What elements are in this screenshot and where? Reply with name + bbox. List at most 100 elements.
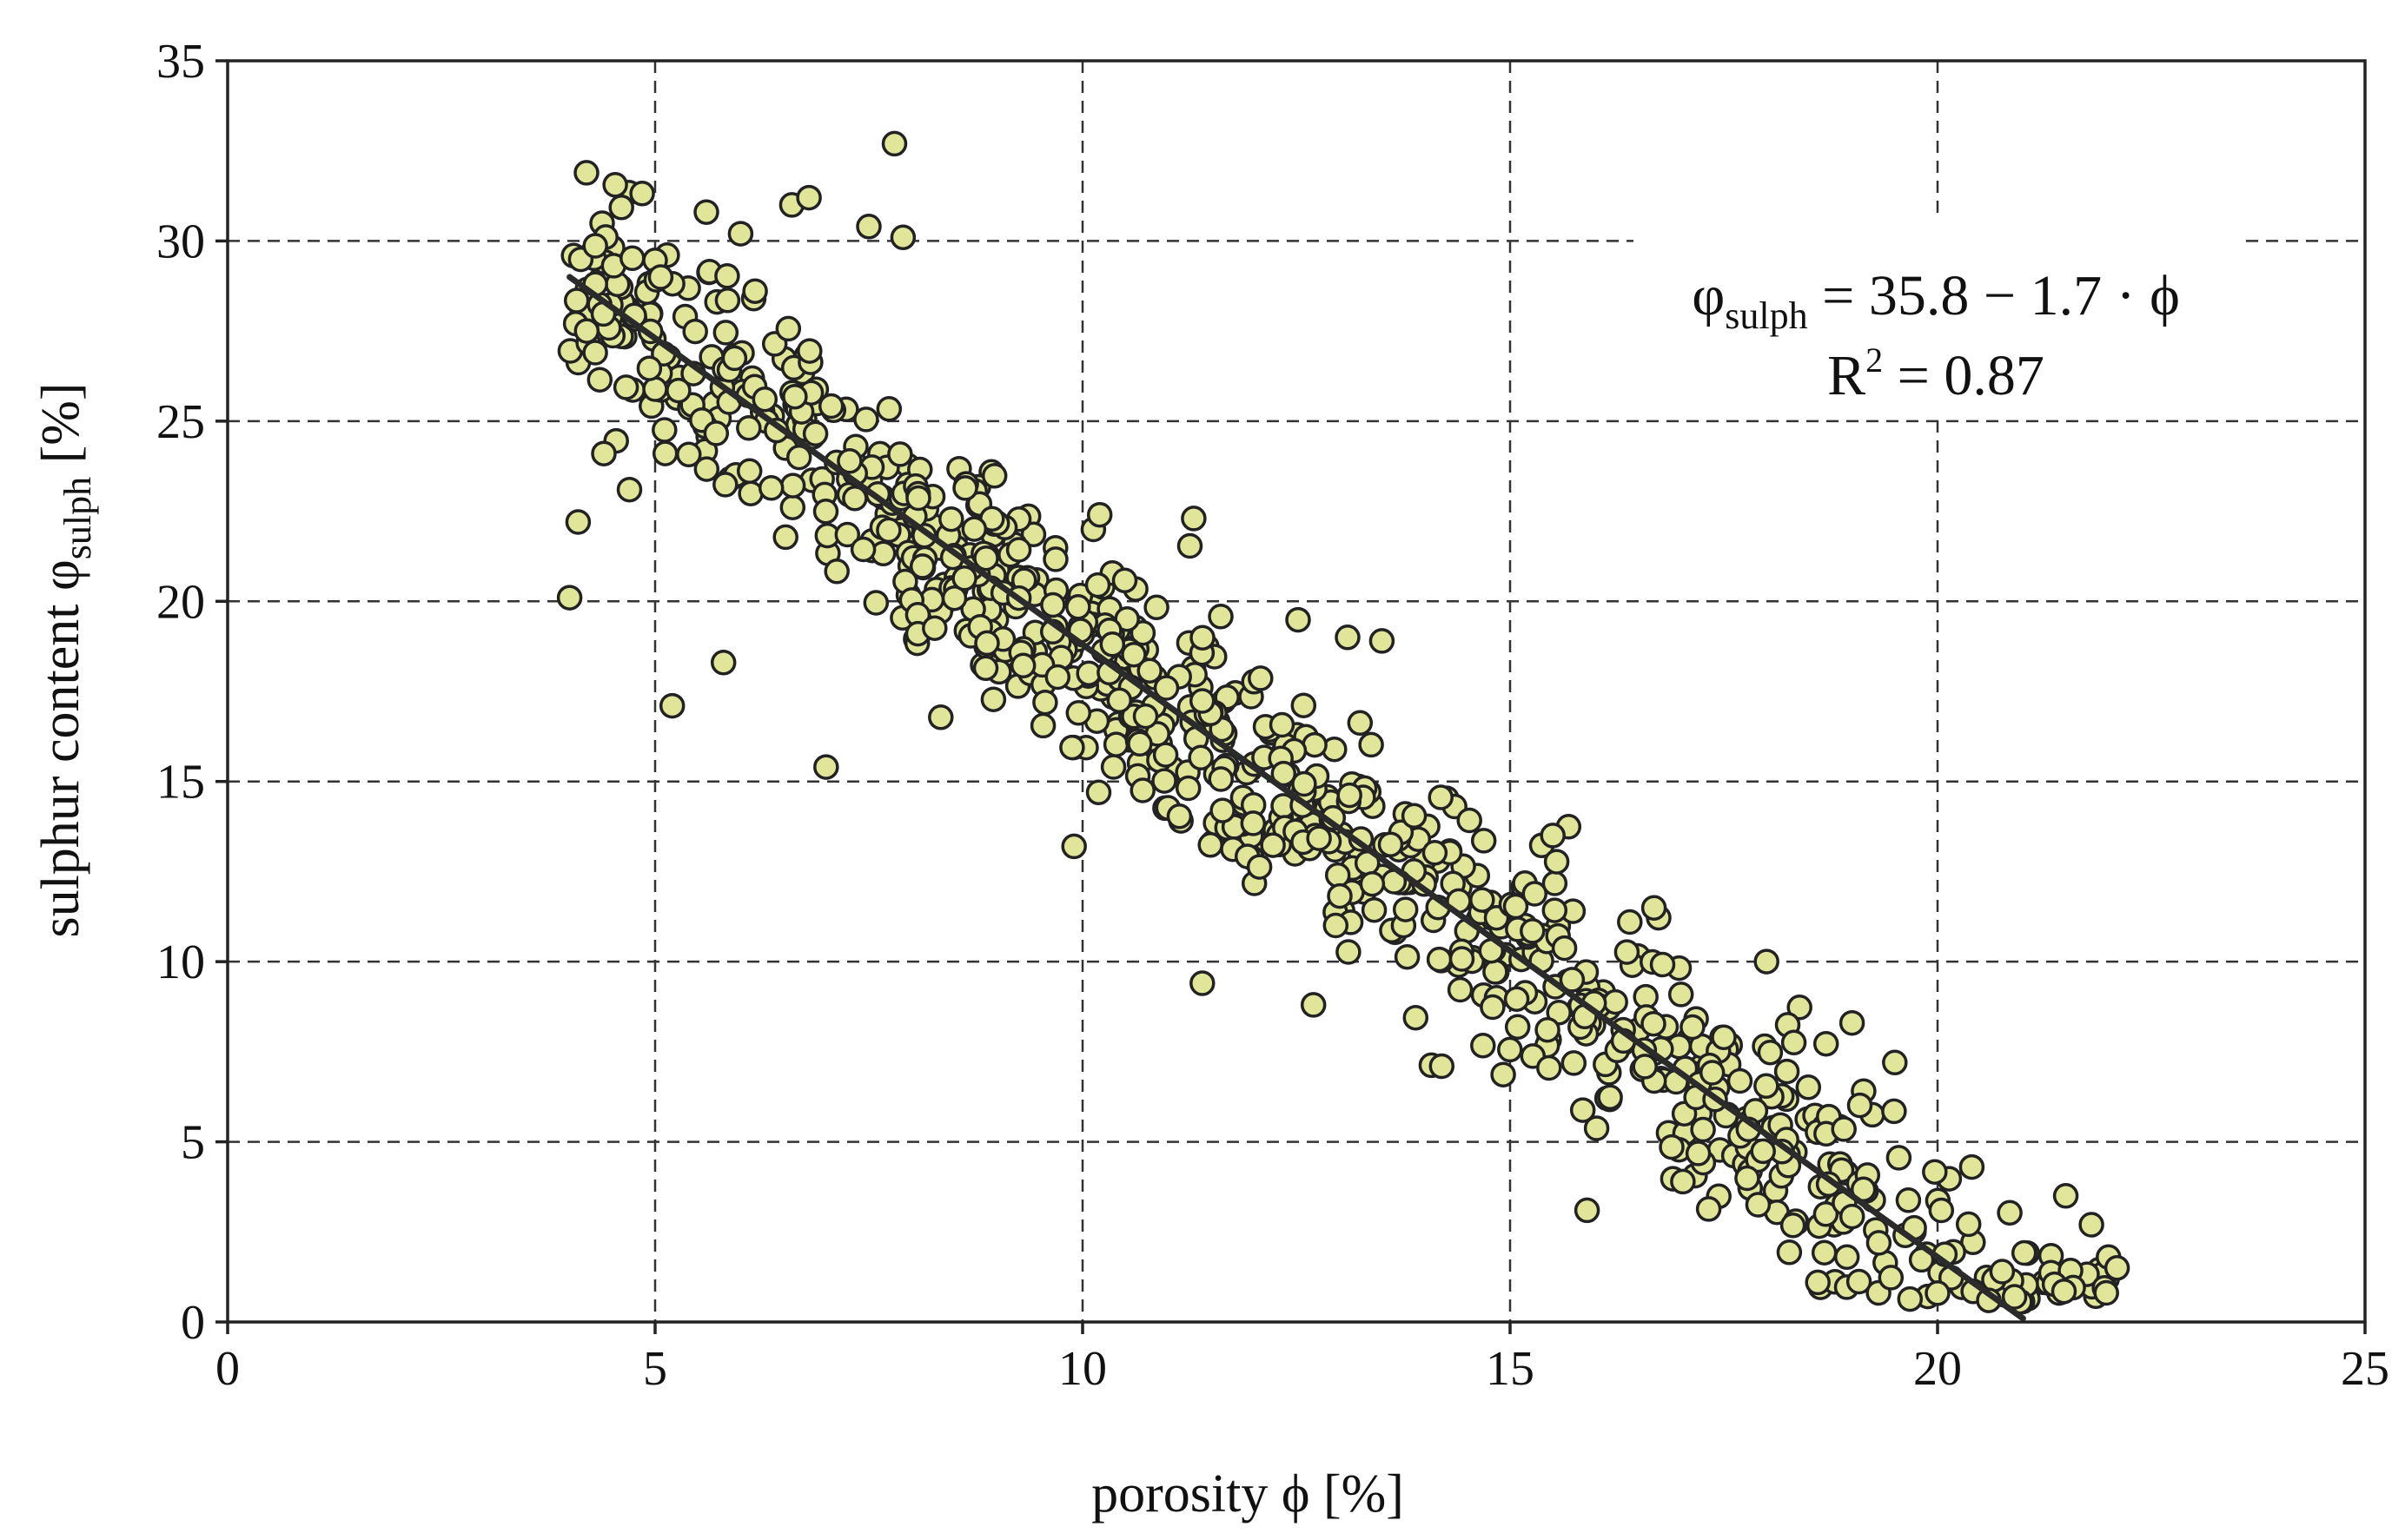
data-point-927 [1839, 1009, 1865, 1036]
data-point-821 [1559, 967, 1586, 993]
r-squared: R2 = 0.87 [1827, 340, 2044, 407]
data-point-887 [1955, 1211, 1982, 1238]
data-point-192 [647, 264, 674, 290]
data-point-19 [608, 195, 634, 221]
data-point-839 [1845, 1268, 1872, 1295]
data-point-822 [1632, 1054, 1658, 1080]
data-point-921 [1368, 628, 1395, 654]
data-point-939 [2104, 1255, 2130, 1281]
data-point-420 [1106, 687, 1133, 714]
data-point-190 [850, 536, 877, 563]
data-point-861 [1897, 1286, 1924, 1312]
data-point-937 [2078, 1212, 2104, 1238]
data-point-140 [666, 377, 692, 404]
data-point-183 [619, 245, 646, 272]
data-point-448 [1127, 730, 1153, 757]
data-point-565 [1260, 832, 1286, 858]
data-point-816 [1780, 1029, 1807, 1056]
data-point-905 [616, 476, 643, 503]
data-point-111 [887, 441, 913, 467]
x-tick-label-25: 25 [2341, 1342, 2389, 1396]
data-point-920 [1335, 625, 1361, 651]
data-point-590 [1480, 994, 1506, 1021]
data-point-610 [1324, 862, 1351, 889]
data-point-189 [573, 160, 600, 186]
data-point-566 [1470, 828, 1497, 854]
data-point-884 [2093, 1279, 2119, 1306]
data-point-368 [1152, 742, 1179, 768]
data-point-497 [1447, 976, 1474, 1003]
data-point-577 [1401, 803, 1428, 829]
data-point-425 [1209, 797, 1236, 823]
data-point-415 [909, 553, 936, 579]
data-point-435 [1032, 689, 1058, 716]
data-point-620 [1470, 1033, 1496, 1059]
data-point-105 [824, 558, 850, 585]
data-point-389 [1111, 567, 1138, 594]
data-point-460 [1189, 688, 1216, 714]
data-point-138 [818, 393, 845, 420]
data-point-814 [1504, 1014, 1531, 1041]
x-tick-label-20: 20 [1913, 1342, 1962, 1396]
data-point-912 [890, 224, 917, 251]
data-point-703 [1833, 1244, 1860, 1271]
data-point-933 [1958, 1153, 1985, 1180]
data-point-170 [853, 406, 879, 433]
data-point-457 [1099, 631, 1126, 658]
data-point-439 [1188, 744, 1214, 771]
data-point-163 [703, 420, 730, 446]
data-point-467 [1044, 664, 1071, 691]
data-point-789 [1649, 951, 1676, 978]
data-point-793 [1569, 1097, 1596, 1123]
data-point-805 [1640, 1010, 1666, 1037]
data-point-718 [1541, 897, 1568, 923]
data-point-444 [951, 565, 977, 592]
data-point-872 [1895, 1187, 1922, 1213]
data-point-355 [1130, 777, 1156, 803]
data-point-776 [1776, 1239, 1803, 1266]
y-tick-label-25: 25 [156, 395, 205, 449]
data-point-175 [812, 499, 839, 525]
data-point-815 [1670, 1168, 1696, 1195]
data-point-159 [693, 456, 720, 482]
data-point-150 [736, 458, 763, 485]
y-tick-label-10: 10 [156, 935, 205, 989]
data-point-825 [1503, 986, 1530, 1012]
x-tick-label-0: 0 [215, 1342, 240, 1396]
data-point-70 [834, 521, 861, 548]
data-point-196 [636, 355, 663, 381]
data-point-837 [1839, 1203, 1865, 1230]
data-point-798 [1695, 1196, 1722, 1222]
data-point-455 [1151, 768, 1177, 794]
data-point-193 [782, 383, 808, 410]
data-point-410 [980, 686, 1007, 712]
data-point-919 [1189, 970, 1216, 996]
data-point-451 [1121, 641, 1147, 668]
data-point-409 [1059, 734, 1085, 761]
data-point-576 [1402, 1004, 1429, 1031]
data-point-434 [1153, 675, 1180, 701]
data-point-758 [1812, 1201, 1839, 1227]
data-point-449 [1065, 594, 1091, 620]
data-point-442 [1208, 766, 1234, 792]
data-point-899 [2051, 1278, 2077, 1305]
data-point-216 [1085, 779, 1112, 806]
data-point-917 [1086, 501, 1113, 528]
data-point-432 [1084, 572, 1111, 598]
y-tick-label-35: 35 [156, 35, 205, 89]
data-point-743 [1773, 1058, 1800, 1085]
data-point-458 [973, 545, 999, 572]
data-point-454 [905, 485, 931, 512]
data-point-591 [1426, 946, 1453, 973]
data-point-932 [1925, 1280, 1951, 1306]
y-tick-label-0: 0 [181, 1296, 205, 1350]
data-point-375 [1176, 532, 1203, 559]
data-point-390 [1103, 731, 1130, 757]
data-point-195 [837, 448, 863, 474]
data-point-559 [1482, 959, 1508, 985]
data-point-931 [1805, 1269, 1831, 1296]
equation-background [1633, 217, 2242, 417]
regression-line [566, 274, 2026, 1322]
data-point-305 [938, 506, 964, 532]
data-point-168 [714, 263, 740, 289]
